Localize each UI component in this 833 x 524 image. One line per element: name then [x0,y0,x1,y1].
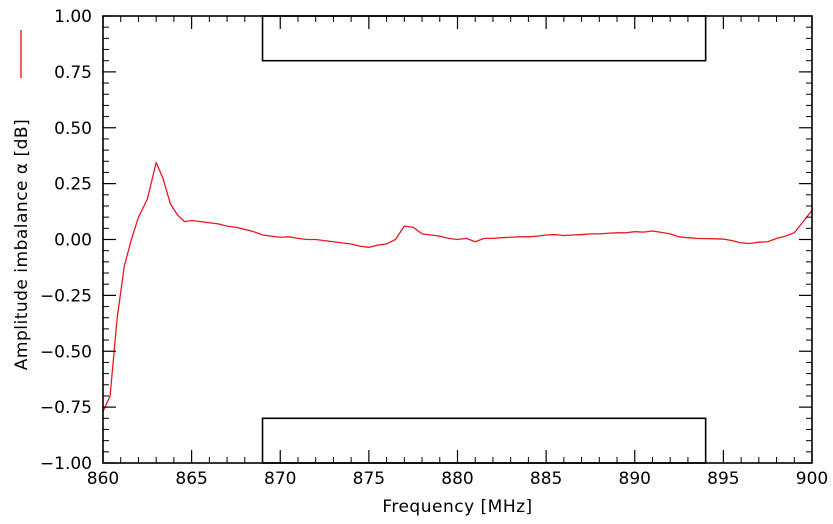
y-tick-label: 0.50 [54,119,92,139]
y-tick-label: −1.00 [40,454,92,474]
x-tick-label: 870 [264,469,296,489]
x-tick-label: 880 [441,469,473,489]
y-tick-label: 0.75 [54,63,92,83]
x-axis-tick-labels: 860 865 870 875 880 885 890 895 900 [87,469,828,489]
y-axis-label: Amplitude imbalance α [dB] [12,119,32,370]
y-tick-label: 1.00 [54,7,92,27]
axis-ticks [102,15,813,464]
y-tick-label: −0.50 [40,342,92,362]
y-tick-label: 0.25 [54,175,92,195]
series-layer [102,161,813,412]
y-tick-label: −0.25 [40,286,92,306]
y-tick-label: −0.75 [40,398,92,418]
x-tick-label: 860 [87,469,119,489]
mask-limits [261,15,707,464]
x-axis-label: Frequency [MHz] [382,497,532,517]
x-tick-label: 890 [619,469,651,489]
x-tick-label: 885 [530,469,562,489]
x-tick-label: 895 [707,469,739,489]
y-tick-label: 0.00 [54,231,92,251]
mask-box-upper [261,15,707,62]
y-axis-tick-labels: −1.00 −0.75 −0.50 −0.25 0.00 0.25 0.50 0.75 1.00 [40,7,92,474]
series-line-0 [102,161,813,412]
x-tick-label: 900 [796,469,828,489]
mask-box-lower [261,417,707,464]
x-tick-label: 875 [353,469,385,489]
x-tick-label: 865 [175,469,207,489]
